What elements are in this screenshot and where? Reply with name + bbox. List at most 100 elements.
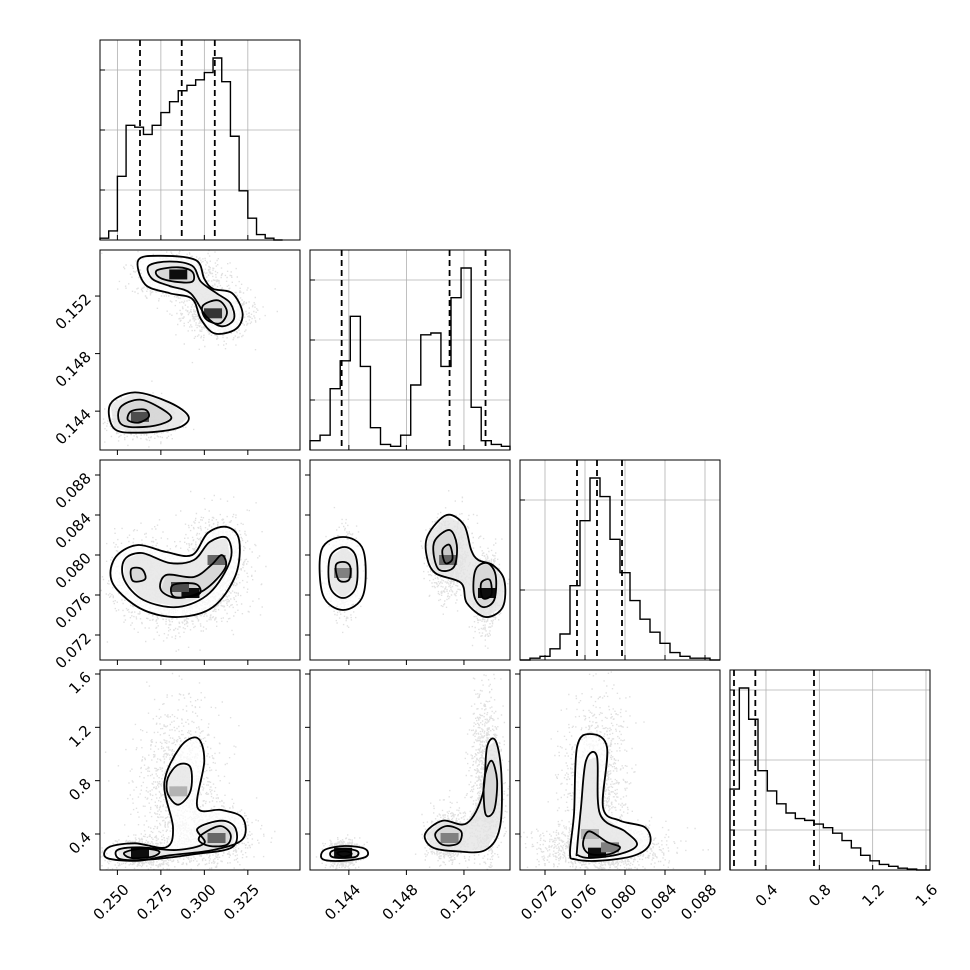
contour-line — [170, 582, 202, 599]
panel-frame — [309, 459, 511, 661]
contour-line — [336, 850, 353, 858]
histogram-panel-2 — [519, 459, 721, 661]
panel-frame — [519, 459, 721, 661]
x-tick-label: 0.144 — [321, 881, 364, 924]
x-tick-label: 0.152 — [436, 881, 479, 924]
y-tick-label: 0.152 — [52, 290, 95, 333]
x-tick-label: 0.325 — [220, 881, 263, 924]
histogram-panel-3 — [729, 669, 931, 871]
panel-frame — [729, 669, 931, 871]
x-tick-label: 0.300 — [177, 881, 220, 924]
y-tick-label: 0.076 — [52, 589, 95, 632]
density-cell — [601, 842, 619, 853]
contour-line — [423, 737, 503, 854]
histogram-panel-0 — [99, 39, 301, 241]
density-cell — [169, 786, 188, 797]
contour-line — [197, 825, 232, 848]
density-cell — [169, 269, 188, 280]
x-tick-label: 1.6 — [912, 881, 942, 911]
density-cell — [477, 588, 496, 598]
y-tick-label: 1.6 — [65, 668, 95, 698]
y-tick-label: 0.4 — [65, 828, 95, 858]
contour-line — [154, 266, 196, 284]
histogram-step — [729, 687, 930, 871]
y-tick-label: 0.088 — [52, 469, 95, 512]
contour-line — [109, 525, 241, 618]
density-cell — [334, 847, 353, 858]
contour-line — [159, 554, 228, 599]
x-tick-label: 0.084 — [637, 881, 680, 924]
contour-line — [334, 561, 352, 583]
contour-line — [165, 762, 193, 806]
y-tick-label: 0.080 — [52, 549, 95, 592]
panel-background — [730, 670, 930, 870]
density-cell — [207, 833, 226, 843]
y-tick-label: 0.148 — [52, 348, 95, 391]
contour-line — [424, 513, 507, 618]
scatter-panel-2-3 — [520, 670, 720, 870]
x-tick-label: 0.072 — [517, 881, 560, 924]
scatter-frame-0-1 — [95, 249, 301, 455]
panel-background — [310, 250, 510, 450]
scatter-panel-1-2 — [310, 460, 510, 660]
contour-line — [329, 847, 360, 859]
histogram-step — [99, 57, 283, 241]
density-cell — [171, 582, 189, 592]
x-tick-label: 1.2 — [858, 881, 888, 911]
contour-fill — [425, 740, 502, 852]
contour-line — [327, 546, 359, 599]
contour-line — [103, 736, 247, 862]
scatter-panel-1-3 — [310, 670, 510, 870]
x-tick-label: 0.275 — [133, 881, 176, 924]
contour-line — [136, 254, 244, 335]
contour-line — [107, 391, 190, 434]
panel-frame — [309, 249, 511, 451]
x-tick-label: 0.088 — [677, 881, 720, 924]
panel-frame — [99, 669, 301, 871]
scatter-panel-0-3 — [100, 670, 300, 870]
y-tick-label: 0.072 — [52, 629, 95, 672]
x-tick-label: 0.4 — [752, 881, 782, 911]
contour-line — [126, 408, 150, 424]
x-tick-label: 0.250 — [90, 881, 133, 924]
panel-frame — [309, 669, 511, 871]
contour-fill — [484, 760, 498, 814]
density-cell — [439, 555, 458, 565]
panel-frame — [519, 669, 721, 871]
contour-line — [123, 847, 161, 860]
density-cell — [440, 833, 459, 843]
contour-line — [479, 578, 493, 600]
density-cell — [204, 308, 223, 319]
density-cell — [334, 568, 353, 578]
contour-line — [432, 529, 458, 572]
contour-shade — [131, 569, 146, 581]
contour-line — [121, 535, 233, 609]
density-cell — [131, 847, 149, 858]
contour-fill — [131, 569, 146, 581]
contour-shade — [425, 740, 502, 852]
histogram-step — [309, 267, 511, 450]
contour-line — [582, 830, 621, 856]
x-tick-label: 0.080 — [597, 881, 640, 924]
contour-line — [441, 543, 454, 565]
density-cell — [588, 847, 606, 858]
contour-line — [114, 819, 238, 862]
y-tick-label: 0.8 — [65, 775, 95, 805]
scatter-frame-0-2 — [95, 459, 301, 665]
contour-line — [434, 825, 463, 847]
scatter-panel-0-2 — [100, 460, 300, 660]
contour-line — [200, 299, 228, 325]
contour-line — [318, 536, 367, 611]
x-tick-label: 0.148 — [379, 881, 422, 924]
panel-frame — [99, 459, 301, 661]
contour-line — [482, 759, 499, 818]
contour-shade — [484, 760, 498, 814]
contour-line — [320, 845, 369, 862]
density-cell — [131, 411, 149, 422]
y-tick-label: 0.144 — [52, 405, 95, 448]
y-tick-label: 1.2 — [65, 721, 95, 751]
contour-line — [472, 561, 498, 609]
contour-line — [129, 566, 147, 583]
contour-line — [146, 260, 236, 328]
x-tick-label: 0.076 — [557, 881, 600, 924]
